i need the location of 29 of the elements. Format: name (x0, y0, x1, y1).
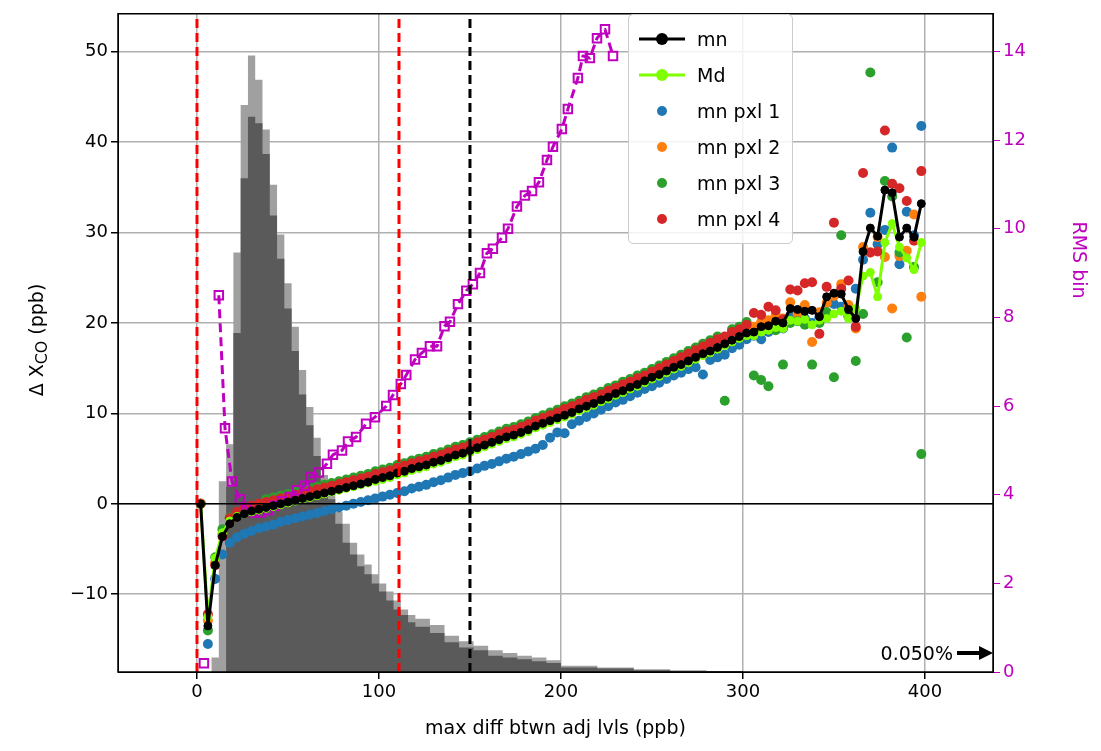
y2-axis-title: RMS bin (1069, 221, 1091, 299)
legend-label: mn pxl 4 (697, 208, 781, 230)
y-tick-label: 0 (96, 491, 108, 513)
y2-tick-label: 4 (1003, 482, 1015, 504)
x-tick-label: 100 (361, 680, 397, 702)
y2-tick-label: 12 (1003, 127, 1026, 149)
y2-tick-label: 10 (1003, 216, 1026, 238)
annotation: 0.050% (880, 642, 953, 664)
y-tick-label: 50 (85, 39, 108, 61)
y2-tick-label: 0 (1003, 659, 1015, 681)
x-tick-label: 200 (543, 680, 579, 702)
legend-label: mn (697, 28, 728, 50)
legend-label: mn pxl 3 (697, 172, 781, 194)
y-tick-label: −10 (70, 581, 108, 603)
y2-tick-label: 14 (1003, 39, 1026, 61)
x-tick-label: 0 (191, 680, 203, 702)
legend-label: Md (697, 64, 726, 86)
y-tick-label: 10 (85, 401, 108, 423)
y-tick-label: 30 (85, 220, 108, 242)
x-tick-label: 400 (907, 680, 943, 702)
y2-tick-label: 2 (1003, 571, 1015, 593)
x-axis-title: max diff btwn adj lvls (ppb) (424, 716, 687, 738)
y2-tick-label: 8 (1003, 305, 1015, 327)
y2-tick-label: 6 (1003, 393, 1015, 415)
legend-label: mn pxl 1 (697, 100, 781, 122)
legend-label: mn pxl 2 (697, 136, 781, 158)
x-tick-label: 300 (725, 680, 761, 702)
y-tick-label: 40 (85, 129, 108, 151)
y-tick-label: 20 (85, 310, 108, 332)
